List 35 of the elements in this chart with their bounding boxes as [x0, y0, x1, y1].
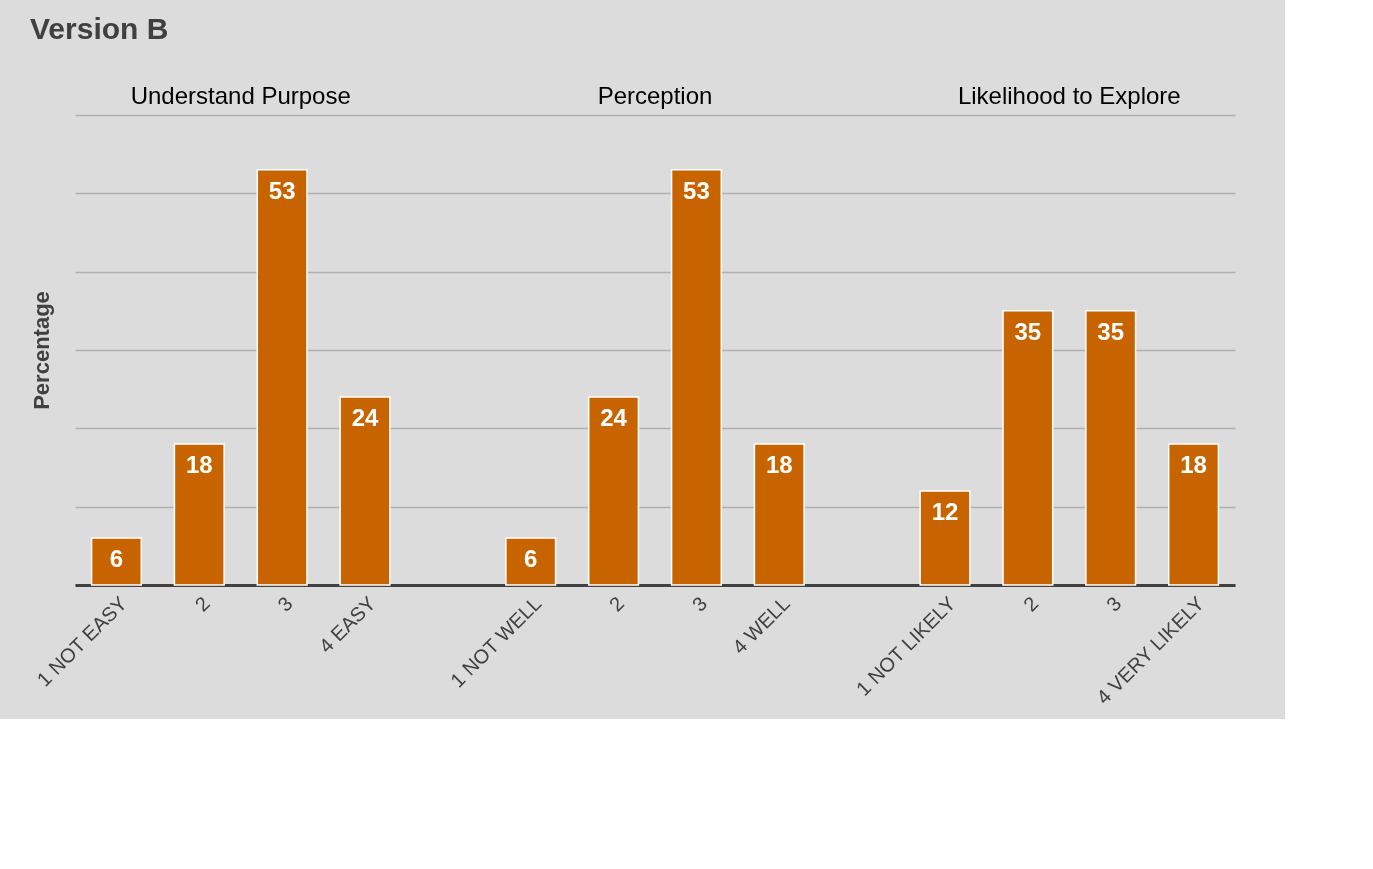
data-label: 18 [765, 451, 793, 478]
data-label: 24 [600, 404, 628, 431]
bar [670, 169, 723, 586]
x-tick-label: 3 [273, 592, 297, 616]
data-label: 24 [351, 404, 379, 431]
data-label: 12 [931, 498, 959, 525]
bar [587, 396, 640, 586]
text: Perception [597, 82, 713, 109]
text: Understand Purpose [130, 82, 351, 109]
x-tick-label: 3 [1101, 592, 1126, 616]
bar [173, 443, 225, 586]
bar [1085, 310, 1137, 586]
data-label: 53 [268, 176, 296, 204]
chart-title: Version B [30, 12, 169, 45]
data-label: 53 [683, 176, 710, 204]
x-tick-label: 2 [604, 592, 629, 616]
y-axis-title: Percentage [28, 291, 54, 410]
data-label: 35 [1097, 317, 1125, 345]
text: Likelihood to Explore [957, 82, 1181, 109]
x-tick-label: 2 [190, 592, 214, 616]
bar [753, 443, 805, 586]
x-tick-label: 2 [1019, 592, 1043, 616]
data-label: 18 [1180, 451, 1207, 478]
data-label: 18 [185, 451, 213, 478]
bar [919, 490, 971, 586]
data-label: 6 [109, 545, 124, 572]
x-tick-label: 3 [687, 592, 712, 616]
bar [1167, 443, 1220, 586]
bar [90, 537, 143, 586]
data-label: 6 [524, 545, 538, 572]
bar [339, 396, 391, 586]
data-label: 35 [1014, 317, 1042, 345]
bar [256, 169, 308, 586]
bar [505, 537, 557, 586]
bar [1002, 310, 1054, 586]
